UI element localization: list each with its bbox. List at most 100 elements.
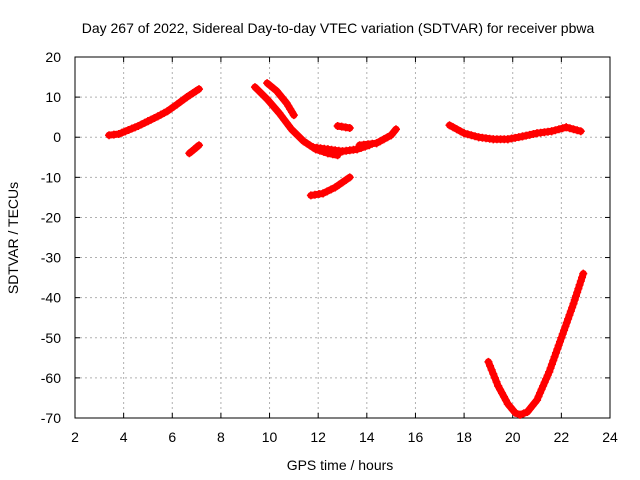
y-tick-label: -30 [41,250,61,266]
y-tick-label: -10 [41,169,61,185]
data-point [319,189,328,198]
data-point [576,127,585,136]
x-tick-label: 14 [359,429,375,445]
data-point [195,141,204,150]
data-point [569,125,578,134]
x-tick-label: 4 [120,429,128,445]
data-point [467,131,476,140]
grid-lines [75,57,610,418]
data-point [345,173,354,182]
x-axis-label: GPS time / hours [287,457,394,473]
data-point [511,408,520,417]
data-point [460,129,469,138]
data-point [536,388,545,397]
data-point [392,125,400,134]
data-point [565,311,574,320]
data-point [289,111,298,120]
y-tick-label: 20 [45,49,61,65]
data-point [537,385,546,394]
y-tick-label: -20 [41,209,61,225]
data-point [492,377,501,386]
x-tick-label: 12 [310,429,326,445]
data-point [547,360,556,369]
data-point [484,357,493,366]
data-point [569,299,578,308]
data-point [573,126,582,135]
data-point [576,277,585,286]
data-series [105,79,588,419]
series-arc-2 [185,141,204,158]
data-point [545,367,554,376]
data-point [345,123,354,132]
data-point [574,284,583,293]
data-point [550,352,559,361]
data-point [570,295,579,304]
series-arc-1 [105,85,204,140]
axis-ticks: 2 4 6 8 10 12 14 16 18 20 22 24-70-60-50-40-30-20-1… [41,49,618,445]
series-arc-8 [306,173,354,200]
y-tick-label: 0 [53,129,61,145]
data-point [558,124,567,133]
data-point [487,365,496,374]
series-arc-4 [263,79,298,120]
data-point [195,85,204,94]
data-point [560,326,569,335]
data-point [546,364,555,373]
chart-title: Day 267 of 2022, Sidereal Day-to-day VTE… [82,20,595,36]
data-point [571,292,580,301]
x-tick-label: 16 [408,429,424,445]
data-point [518,132,527,141]
data-point [490,373,499,382]
data-point [489,369,498,378]
data-point [542,374,551,383]
data-point [566,307,575,316]
x-tick-label: 10 [262,429,278,445]
data-point [522,131,531,140]
data-point [540,378,549,387]
data-point [471,132,480,141]
series-arc-7 [355,125,400,150]
y-tick-label: -70 [41,410,61,426]
data-point [565,124,574,133]
data-point [323,187,332,196]
data-point [547,127,556,136]
data-point [327,185,336,194]
data-point [575,280,584,289]
y-tick-label: -60 [41,370,61,386]
data-point [551,348,560,357]
series-arc-6 [333,121,354,132]
data-point [543,371,552,380]
x-tick-label: 18 [456,429,472,445]
data-point [529,130,538,139]
x-tick-label: 2 [71,429,79,445]
data-point [557,333,566,342]
series-arc-9 [445,121,585,144]
y-tick-label: -50 [41,330,61,346]
plot-frame [74,56,611,419]
data-point [516,410,525,419]
y-tick-label: 10 [45,89,61,105]
data-point [539,381,548,390]
data-point [525,130,534,139]
data-point [556,337,565,346]
data-point [558,329,567,338]
data-point [579,269,588,278]
data-point [554,125,563,134]
data-point [561,322,570,331]
data-point [553,345,562,354]
series-line [105,85,203,139]
data-point [568,303,577,312]
data-point [463,130,472,139]
data-point [573,288,582,297]
x-tick-label: 24 [602,429,618,445]
data-point [533,395,542,404]
data-point [549,356,558,365]
data-point [486,361,495,370]
x-tick-label: 8 [217,429,225,445]
x-tick-label: 22 [554,429,570,445]
y-axis-label: SDTVAR / TECUs [5,182,21,294]
data-point [554,341,563,350]
data-point [562,123,571,132]
series-arc-10 [484,269,588,419]
